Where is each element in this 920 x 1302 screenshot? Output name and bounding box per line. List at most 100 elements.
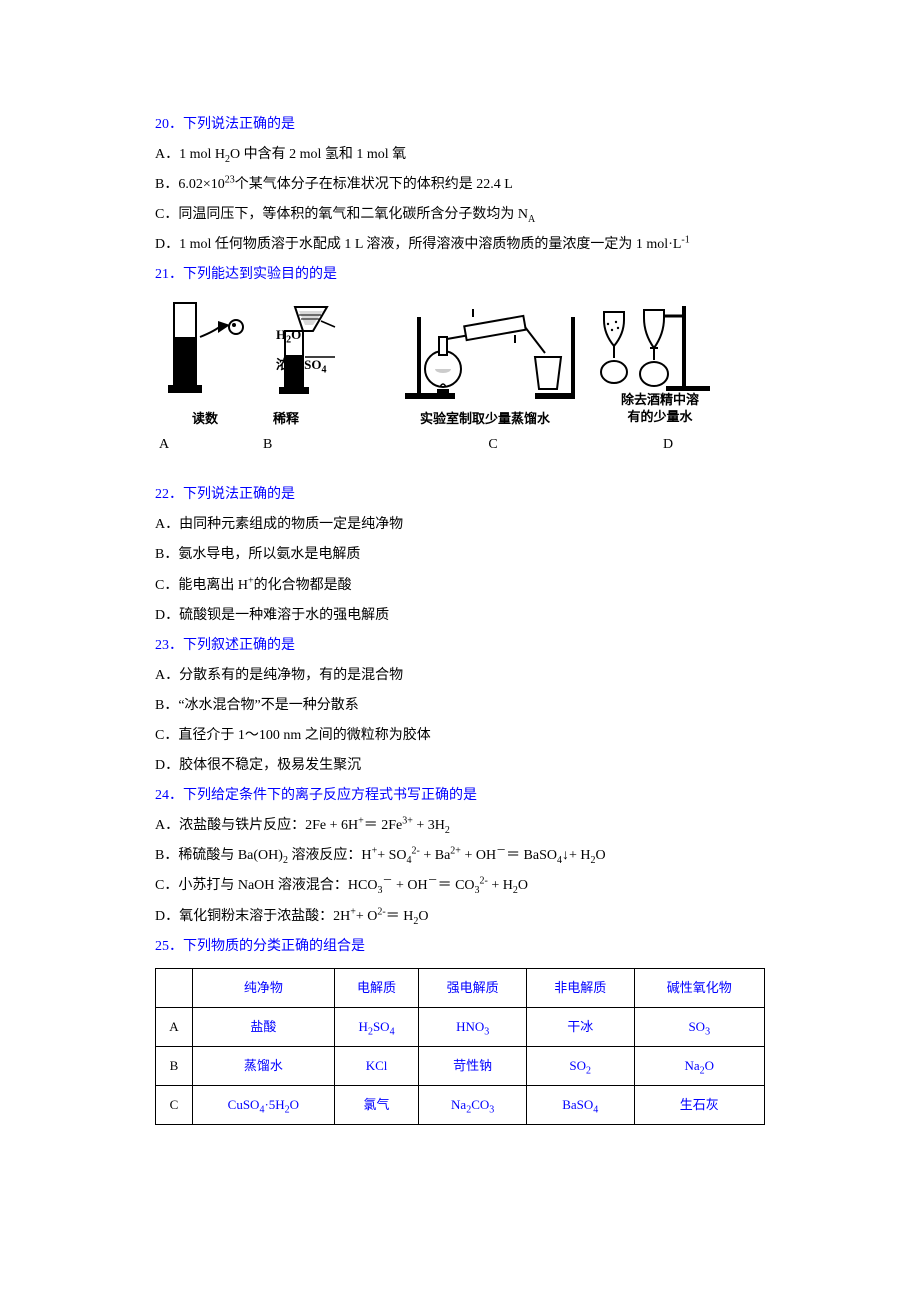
row-label: B [156, 1046, 193, 1085]
text: SO [569, 1058, 586, 1073]
text: D．氧化铜粉末溶于浓盐酸：2H [155, 909, 350, 924]
col-header: 电解质 [334, 968, 419, 1007]
q21-fig-c: 实验室制取少量蒸馏水 [385, 297, 585, 427]
col-header: 碱性氧化物 [634, 968, 765, 1007]
subscript: 4 [407, 855, 412, 866]
q20-option-d: D．1 mol 任何物质溶于水配成 1 L 溶液，所得溶液中溶质物质的量浓度一定… [155, 230, 765, 260]
q21-fig-d: 除去酒精中溶 有的少量水 [585, 304, 735, 426]
q21-cap-a: 读数 [192, 411, 218, 427]
q24-option-d: D．氧化铜粉末溶于浓盐酸：2H++ O2-＝ H2O [155, 902, 765, 932]
text: CO [471, 1097, 489, 1112]
row-label: A [156, 1007, 193, 1046]
q21-opt-a: A [155, 430, 259, 460]
cell: Na2O [634, 1046, 765, 1085]
text: + H [488, 878, 513, 893]
text: + SO [377, 848, 406, 863]
text: ↓+ H [562, 848, 591, 863]
subscript: 4 [593, 1104, 598, 1115]
table-header-row: 纯净物 电解质 强电解质 非电解质 碱性氧化物 [156, 968, 765, 1007]
text: SO [688, 1019, 705, 1034]
cell: H2SO4 [334, 1007, 419, 1046]
q23-option-b: B．“冰水混合物”不是一种分散系 [155, 691, 765, 721]
q24-option-b: B．稀硫酸与 Ba(OH)2 溶液反应：H++ SO42- + Ba2+ + O… [155, 841, 765, 871]
text: + OH [392, 878, 427, 893]
col-header: 纯净物 [193, 968, 335, 1007]
subscript: 4 [321, 364, 326, 375]
q22-option-b: B．氨水导电，所以氨水是电解质 [155, 540, 765, 570]
superscript: 3+ [402, 816, 413, 827]
separating-funnel-icon [590, 304, 730, 392]
q21-opt-b: B [259, 430, 393, 460]
text: BaSO [562, 1097, 593, 1112]
subscript: 3 [489, 1104, 494, 1115]
q22-option-d: D．硫酸钡是一种难溶于水的强电解质 [155, 601, 765, 631]
text: O [418, 909, 428, 924]
q20-option-c: C．同温同压下，等体积的氧气和二氧化碳所含分子数均为 NA [155, 200, 765, 230]
col-header: 强电解质 [419, 968, 527, 1007]
graduated-cylinder-icon [160, 297, 250, 407]
text: HNO [456, 1019, 484, 1034]
superscript: 2- [377, 906, 385, 917]
text: 浓H [276, 357, 299, 372]
text: SO [304, 357, 321, 372]
q21-opt-d: D [593, 430, 743, 460]
subscript: 2 [445, 825, 450, 836]
row-label: C [156, 1085, 193, 1124]
cell: 生石灰 [634, 1085, 765, 1124]
q24-option-c: C．小苏打与 NaOH 溶液混合：HCO3－ + OH－＝ CO32- + H2… [155, 871, 765, 901]
subscript: A [528, 214, 535, 225]
subscript: 3 [705, 1026, 710, 1037]
cell: CuSO4·5H2O [193, 1085, 335, 1124]
q23-option-a: A．分散系有的是纯净物，有的是混合物 [155, 661, 765, 691]
distillation-icon [385, 297, 585, 407]
text: SO [373, 1019, 390, 1034]
text: ·5H [264, 1097, 284, 1112]
text: + O [356, 909, 378, 924]
cell: 蒸馏水 [193, 1046, 335, 1085]
text: ＝ 2Fe [364, 818, 403, 833]
q20-stem: 20．下列说法正确的是 [155, 110, 765, 140]
text: 个某气体分子在标准状况下的体积约是 22.4 L [235, 177, 513, 192]
superscript: － [382, 876, 392, 887]
table-corner [156, 968, 193, 1007]
text: 溶液反应：H [288, 848, 372, 863]
q21-cap-d-line2: 有的少量水 [627, 409, 692, 426]
text: O [518, 878, 528, 893]
q25-stem: 25．下列物质的分类正确的组合是 [155, 932, 765, 962]
page: 20．下列说法正确的是 A．1 mol H2O 中含有 2 mol 氢和 1 m… [0, 0, 920, 1185]
q21-figure-row: 读数 H2O 浓 [155, 297, 765, 427]
q21-b-label-h2so4: 浓H2SO4 [276, 351, 326, 379]
table-row: A 盐酸 H2SO4 HNO3 干冰 SO3 [156, 1007, 765, 1046]
superscript: 2+ [450, 846, 461, 857]
q21-cap-b: 稀释 [273, 411, 299, 427]
text: O [705, 1058, 714, 1073]
text: C．小苏打与 NaOH 溶液混合：HCO [155, 878, 377, 893]
cell: SO2 [526, 1046, 634, 1085]
superscript: 2- [480, 876, 488, 887]
q25-table: 纯净物 电解质 强电解质 非电解质 碱性氧化物 A 盐酸 H2SO4 HNO3 … [155, 968, 765, 1125]
q23-option-c: C．直径介于 1～100 nm 之间的微粒称为胶体 [155, 721, 765, 751]
q22-stem: 22．下列说法正确的是 [155, 480, 765, 510]
q21-fig-b: H2O 浓H2SO4 稀释 [255, 297, 385, 427]
superscript: － [428, 876, 438, 887]
table-row: C CuSO4·5H2O 氯气 Na2CO3 BaSO4 生石灰 [156, 1085, 765, 1124]
q20-option-b: B．6.02×1023个某气体分子在标准状况下的体积约是 22.4 L [155, 170, 765, 200]
text: ＝ CO [438, 878, 475, 893]
text: Na [684, 1058, 699, 1073]
text: H [359, 1019, 368, 1034]
text: H [276, 327, 286, 342]
text: D．1 mol 任何物质溶于水配成 1 L 溶液，所得溶液中溶质物质的量浓度一定… [155, 237, 681, 252]
superscript: 2- [412, 846, 420, 857]
text: + OH [461, 848, 496, 863]
text: O [596, 848, 606, 863]
q21-cap-c: 实验室制取少量蒸馏水 [420, 411, 550, 427]
q21-option-labels: A B C D [155, 430, 765, 460]
cell: BaSO4 [526, 1085, 634, 1124]
subscript: 4 [390, 1026, 395, 1037]
text: Na [451, 1097, 466, 1112]
cell: 干冰 [526, 1007, 634, 1046]
q22-option-c: C．能电离出 H+的化合物都是酸 [155, 571, 765, 601]
cell: 盐酸 [193, 1007, 335, 1046]
cell: HNO3 [419, 1007, 527, 1046]
text: ＝ BaSO [506, 848, 557, 863]
